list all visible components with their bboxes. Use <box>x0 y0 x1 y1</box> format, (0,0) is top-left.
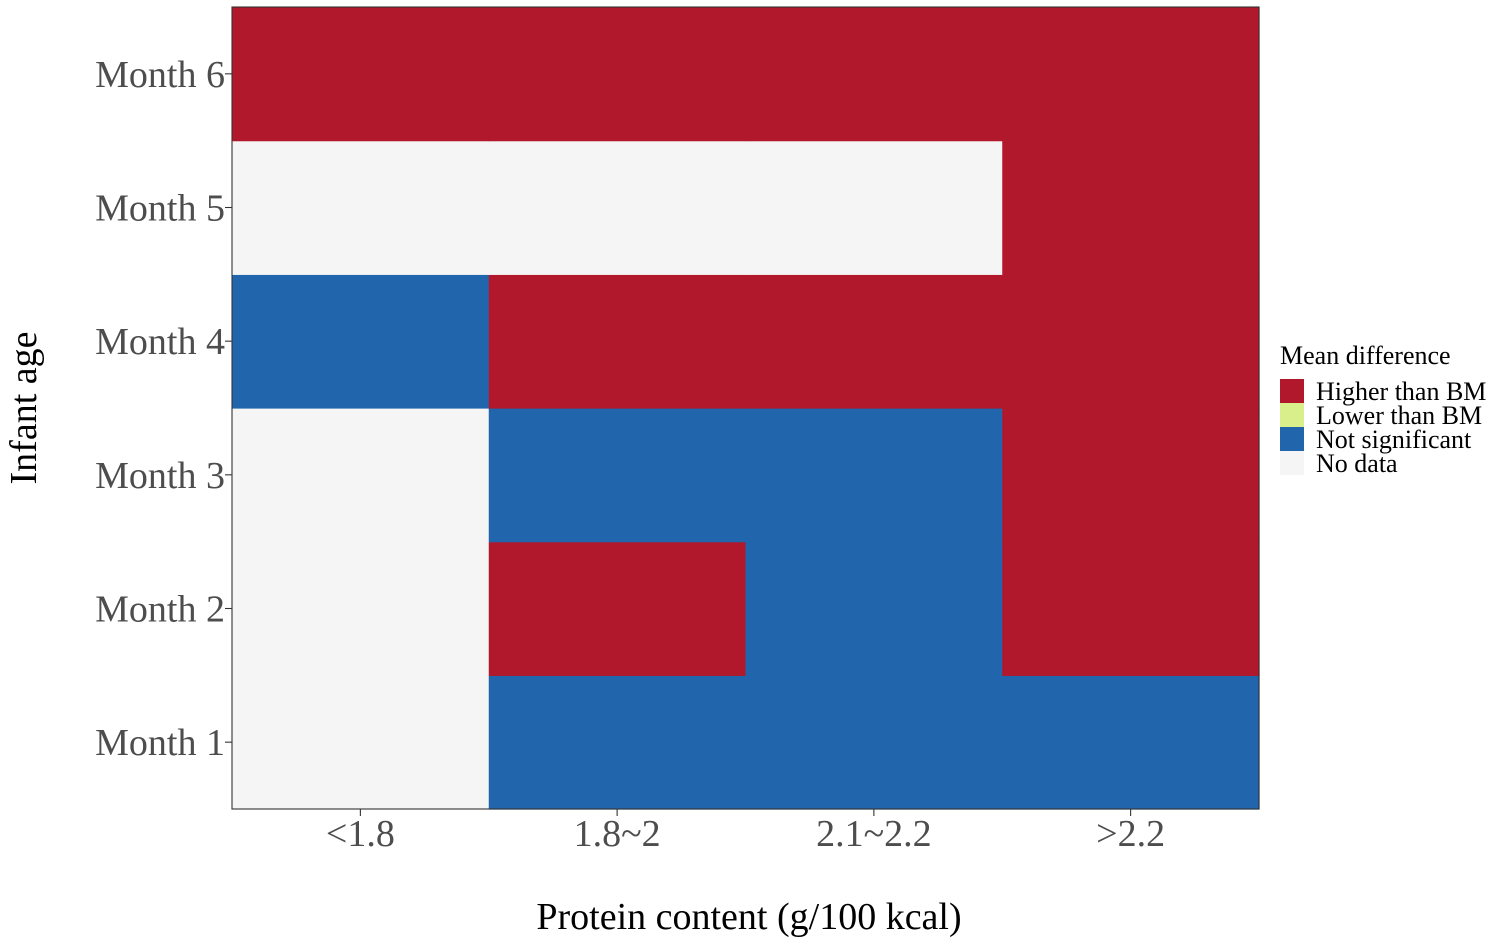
heatmap-cell-month-2-3 <box>745 541 1003 676</box>
y-tick-label: Month 2 <box>95 589 225 631</box>
legend-key-higher-than-bm <box>1280 379 1304 403</box>
heatmap-cell-month-5-3 <box>745 140 1003 275</box>
heatmap-cell-month-6-1 <box>232 7 490 142</box>
x-tick-label: 2.1~2.2 <box>816 813 932 855</box>
heatmap-cell-month-5-1 <box>232 140 490 275</box>
heatmap-cell-month-2-1 <box>232 541 490 676</box>
y-axis: Month 1 Month 2 Month 3 Month 4 Month 5 Month… <box>95 54 232 764</box>
heatmap-cell-month-3-1 <box>232 408 490 543</box>
x-tick-label: 1.8~2 <box>574 813 661 855</box>
heatmap-cell-month-5-4 <box>1002 140 1260 275</box>
x-tick-label: >2.2 <box>1096 813 1165 855</box>
heatmap-cell-month-1-3 <box>745 675 1003 810</box>
legend-title: Mean difference <box>1280 341 1451 370</box>
heatmap-cell-month-4-2 <box>488 274 747 409</box>
legend-key-lower-than-bm <box>1280 403 1304 427</box>
heatmap-cells <box>232 7 1260 810</box>
y-tick-label: Month 4 <box>95 321 225 363</box>
heatmap-cell-month-6-4 <box>1002 7 1260 142</box>
legend-label-lower-than-bm: Lower than BM <box>1316 401 1482 430</box>
heatmap-cell-month-3-3 <box>745 408 1003 543</box>
heatmap-cell-month-5-2 <box>488 140 747 275</box>
legend-key-not-significant <box>1280 427 1304 451</box>
legend-label-higher-than-bm: Higher than BM <box>1316 377 1486 406</box>
heatmap-cell-month-6-2 <box>488 7 747 142</box>
legend-label-no-data: No data <box>1316 449 1398 478</box>
heatmap-cell-month-2-4 <box>1002 541 1260 676</box>
legend-key-no-data <box>1280 451 1304 475</box>
y-tick-label: Month 5 <box>95 188 225 230</box>
heatmap-cell-month-6-3 <box>745 7 1003 142</box>
y-axis-title: Infant age <box>3 332 45 485</box>
y-tick-label: Month 1 <box>95 722 225 764</box>
heatmap-cell-month-1-2 <box>488 675 747 810</box>
heatmap-cell-month-3-4 <box>1002 408 1260 543</box>
plot-panel-border <box>231 6 1260 810</box>
x-tick-label: <1.8 <box>326 813 395 855</box>
heatmap-cell-month-4-1 <box>232 274 490 409</box>
y-tick-label: Month 3 <box>95 455 225 497</box>
x-axis: <1.8 1.8~2 2.1~2.2 >2.2 <box>326 809 1165 855</box>
heatmap-cell-month-3-2 <box>488 408 747 543</box>
heatmap-cell-month-4-4 <box>1002 274 1260 409</box>
heatmap-cell-month-4-3 <box>745 274 1003 409</box>
y-tick-label: Month 6 <box>95 54 225 96</box>
legend-label-not-significant: Not significant <box>1316 425 1472 454</box>
heatmap-cell-month-1-1 <box>232 675 490 810</box>
heatmap-cell-month-2-2 <box>488 541 747 676</box>
heatmap-cell-month-1-4 <box>1002 675 1260 810</box>
x-axis-title: Protein content (g/100 kcal) <box>536 896 961 938</box>
